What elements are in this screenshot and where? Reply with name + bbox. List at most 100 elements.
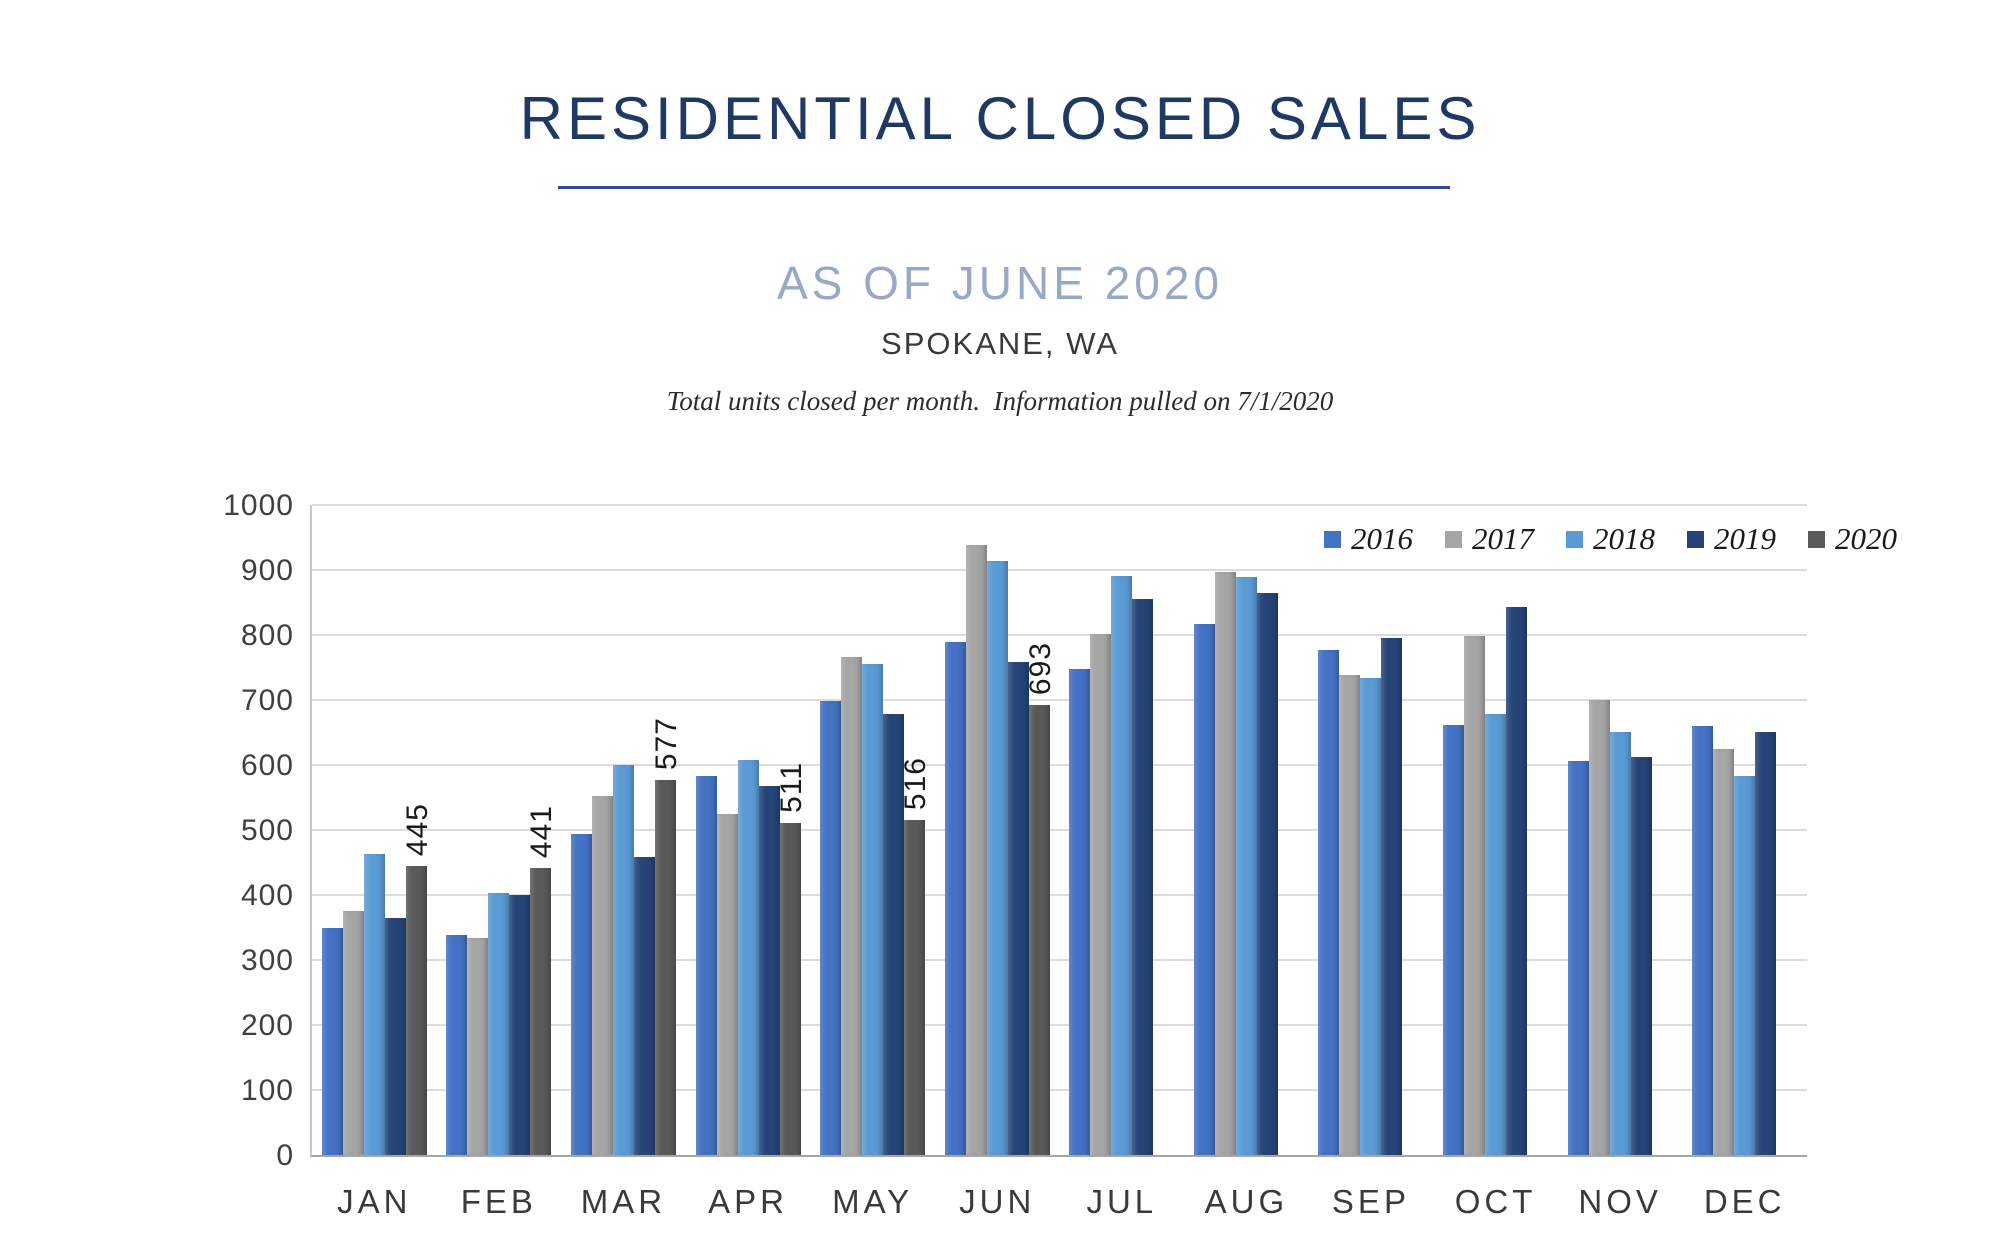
bar-2017-apr xyxy=(716,814,738,1155)
bar-group-mar: 577 xyxy=(561,505,686,1155)
bar-2019-jan xyxy=(384,917,406,1155)
bar-2019-feb xyxy=(509,895,531,1155)
bar-slot-2016-sep xyxy=(1318,505,1340,1155)
data-label-2020-feb: 441 xyxy=(525,805,559,859)
bar-slot-2017-dec xyxy=(1713,505,1735,1155)
bar-2016-jun xyxy=(944,642,966,1155)
bar-2018-mar xyxy=(612,765,634,1155)
bar-2016-jul xyxy=(1069,668,1091,1155)
bar-slot-2019-aug xyxy=(1256,505,1278,1155)
bar-slot-2017-sep xyxy=(1339,505,1361,1155)
x-axis-label-feb: FEB xyxy=(460,1183,537,1220)
chart-note: Total units closed per month. Informatio… xyxy=(666,386,1334,416)
bar-slot-2020-jul xyxy=(1153,505,1174,1155)
page-subtitle: AS OF JUNE 2020 xyxy=(776,257,1224,309)
bar-slot-2018-feb xyxy=(488,505,510,1155)
bar-group-aug xyxy=(1184,505,1309,1155)
bar-slot-2018-sep xyxy=(1360,505,1382,1155)
bar-2017-mar xyxy=(591,795,613,1155)
gridline-500 xyxy=(312,829,1807,831)
bar-2017-nov xyxy=(1588,700,1610,1155)
bar-2019-dec xyxy=(1755,731,1777,1155)
bar-2018-apr xyxy=(737,760,759,1155)
legend-item-2019: 2019 xyxy=(1687,521,1776,557)
bar-2017-aug xyxy=(1214,571,1236,1155)
bar-2018-sep xyxy=(1360,677,1382,1155)
x-axis-label-jul: JUL xyxy=(1086,1183,1158,1220)
bar-2018-dec xyxy=(1734,776,1756,1155)
bar-group-jul xyxy=(1060,505,1185,1155)
bar-2019-mar xyxy=(633,856,655,1155)
bar-slot-2017-may xyxy=(841,505,863,1155)
bar-2020-mar xyxy=(654,779,676,1155)
data-label-2020-jun: 693 xyxy=(1023,641,1057,695)
bar-2018-oct xyxy=(1485,714,1507,1155)
title-underline xyxy=(558,186,1450,189)
bar-slot-2016-may xyxy=(820,505,842,1155)
location-label: SPOKANE, WA xyxy=(881,326,1119,361)
x-axis-label-nov: NOV xyxy=(1578,1183,1662,1220)
bar-2020-may xyxy=(904,819,926,1155)
bar-2017-oct xyxy=(1464,635,1486,1155)
bar-2018-may xyxy=(862,664,884,1155)
legend-label-2018: 2018 xyxy=(1593,521,1655,556)
x-axis-label-sep: SEP xyxy=(1331,1183,1410,1220)
bar-2017-feb xyxy=(467,937,489,1155)
gridline-100 xyxy=(312,1089,1807,1091)
bar-2017-sep xyxy=(1339,674,1361,1155)
bar-2020-apr xyxy=(779,822,801,1155)
bar-2017-may xyxy=(841,657,863,1155)
y-axis-tick-label: 500 xyxy=(240,814,294,847)
bar-slot-2020-aug xyxy=(1278,505,1299,1155)
bar-2020-jun xyxy=(1028,704,1050,1155)
bar-2018-jan xyxy=(363,854,385,1155)
bar-group-dec xyxy=(1682,505,1807,1155)
x-axis-label-dec: DEC xyxy=(1703,1183,1786,1220)
bar-slot-2020-nov xyxy=(1652,505,1673,1155)
legend-label-2016: 2016 xyxy=(1351,521,1413,556)
y-axis-tick-label: 800 xyxy=(240,619,294,652)
y-axis-tick-label: 300 xyxy=(240,944,294,977)
x-axis-label-oct: OCT xyxy=(1454,1183,1537,1220)
bar-group-apr: 511 xyxy=(686,505,811,1155)
bar-group-oct xyxy=(1433,505,1558,1155)
x-axis-label-jun: JUN xyxy=(959,1183,1036,1220)
bar-slot-2016-aug xyxy=(1193,505,1215,1155)
x-axis-label-jan: JAN xyxy=(337,1183,412,1220)
bar-slot-2018-jun xyxy=(986,505,1008,1155)
plot-area: 2016 2017 2018 2019 2020 0 100 200 300 400 500 600… xyxy=(223,489,1897,1220)
bar-2016-oct xyxy=(1443,724,1465,1155)
bar-slot-2017-apr xyxy=(716,505,738,1155)
bar-slot-2018-may xyxy=(862,505,884,1155)
bar-slot-2020-may: 516 xyxy=(899,505,932,1155)
bar-slot-2020-dec xyxy=(1776,505,1797,1155)
bar-2019-apr xyxy=(758,786,780,1155)
bar-slot-2016-jan xyxy=(321,505,343,1155)
bar-slot-2020-jun: 693 xyxy=(1024,505,1057,1155)
bar-slot-2017-jun xyxy=(965,505,987,1155)
bar-2016-mar xyxy=(570,833,592,1155)
legend-item-2016: 2016 xyxy=(1324,521,1413,557)
bar-slot-2020-apr: 511 xyxy=(775,505,808,1155)
bar-slot-2017-nov xyxy=(1588,505,1610,1155)
bar-slot-2019-feb xyxy=(509,505,531,1155)
bar-slot-2016-dec xyxy=(1692,505,1714,1155)
bar-2016-apr xyxy=(695,776,717,1155)
gridline-600 xyxy=(312,764,1807,766)
legend-label-2017: 2017 xyxy=(1472,521,1534,556)
bar-2018-jun xyxy=(986,560,1008,1155)
bar-2019-aug xyxy=(1256,593,1278,1155)
page-title: RESIDENTIAL CLOSED SALES xyxy=(519,85,1481,152)
data-label-2020-mar: 577 xyxy=(649,716,683,770)
bar-2019-may xyxy=(883,714,905,1155)
bar-slot-2018-jan xyxy=(363,505,385,1155)
legend-label-2020: 2020 xyxy=(1835,521,1897,556)
bar-slot-2019-apr xyxy=(758,505,780,1155)
bar-slot-2016-feb xyxy=(446,505,468,1155)
gridline-900 xyxy=(312,569,1807,571)
legend-item-2017: 2017 xyxy=(1445,521,1534,557)
x-axis-label-apr: APR xyxy=(708,1183,788,1220)
y-axis-tick-label: 600 xyxy=(240,749,294,782)
legend: 2016 2017 2018 2019 2020 xyxy=(1324,521,1897,557)
